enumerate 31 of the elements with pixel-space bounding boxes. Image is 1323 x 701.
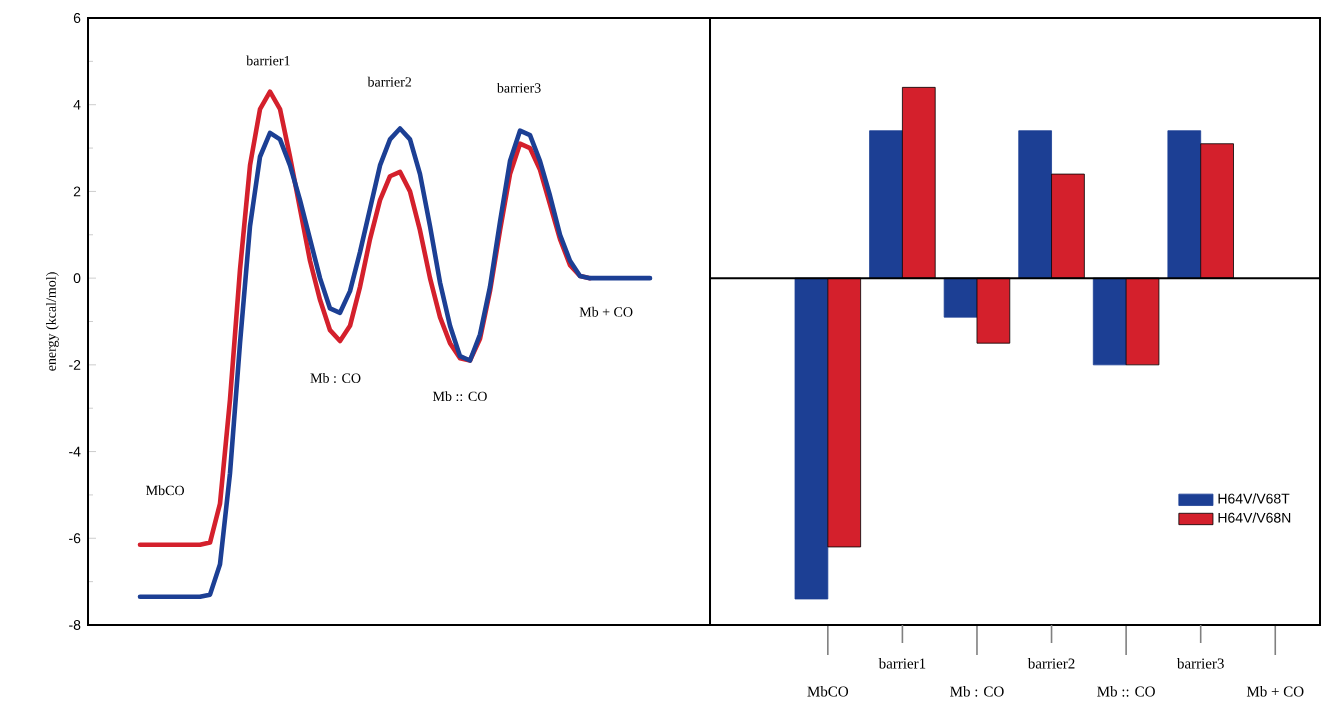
x-tick-label: Mb :: CO — [1097, 686, 1155, 697]
bar — [943, 277, 978, 318]
bar — [1167, 130, 1202, 279]
x-tick-label: Mb + CO — [1246, 686, 1304, 697]
bar — [1092, 277, 1127, 366]
bar — [1018, 130, 1052, 279]
y-tick-label: 2 — [73, 186, 81, 197]
y-tick-label: 4 — [73, 99, 81, 110]
annotation: Mb :: CO — [432, 391, 487, 402]
x-tick-label: barrier1 — [878, 658, 926, 669]
y-tick-label: -2 — [69, 359, 81, 370]
x-tick-label: Mb : CO — [950, 686, 1004, 697]
y-tick-label: -8 — [69, 620, 81, 630]
annotation: barrier1 — [246, 55, 290, 66]
y-tick-label: 6 — [73, 13, 81, 23]
x-tick-label: MbCO — [807, 686, 849, 697]
bar — [794, 277, 829, 600]
legend-label: H64V/V68N — [1218, 512, 1291, 523]
x-tick-label: barrier3 — [1176, 658, 1224, 669]
y-tick-label: -6 — [69, 533, 81, 544]
annotation: Mb : CO — [310, 373, 361, 383]
annotation: barrier3 — [496, 82, 541, 93]
legend-label: H64V/V68T — [1218, 493, 1290, 504]
bar — [869, 130, 903, 279]
annotation: barrier2 — [367, 76, 412, 87]
annotation: Mb + CO — [579, 306, 633, 317]
y-axis-title: energy (kcal/mol) — [46, 272, 59, 371]
annotation: MbCO — [146, 485, 184, 496]
x-tick-label: barrier2 — [1027, 658, 1075, 669]
y-tick-label: 0 — [73, 273, 81, 284]
y-tick-label: -4 — [69, 446, 81, 457]
